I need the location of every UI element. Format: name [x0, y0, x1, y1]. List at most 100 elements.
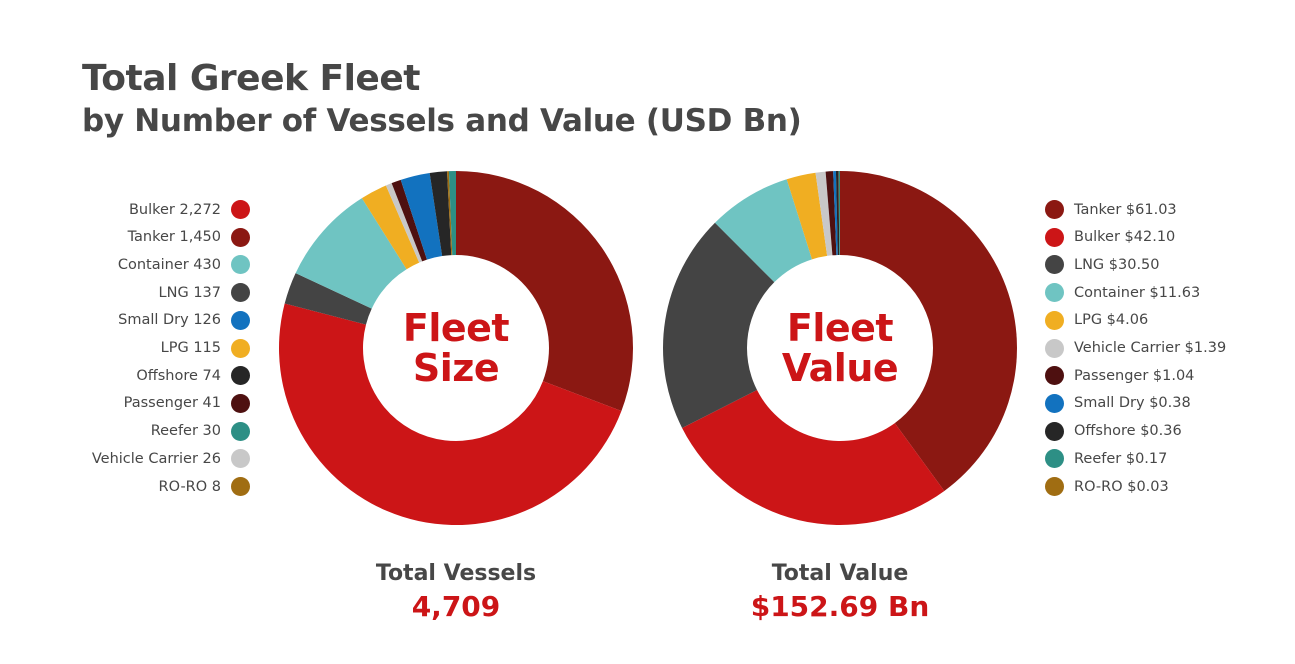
fleet-value-legend-item-reefer: Reefer $0.17 — [1045, 448, 1168, 469]
fleet-value-legend-label-tanker: Tanker $61.03 — [1074, 201, 1177, 218]
fleet-value-legend-label-container: Container $11.63 — [1074, 284, 1201, 301]
fleet-value-slice-vehicle-carrier — [815, 171, 833, 256]
fleet-size-legend-item-lpg: LPG 115 — [161, 338, 250, 358]
fleet-value-legend-item-container: Container $11.63 — [1045, 282, 1201, 303]
fleet-value-legend-item-vehicle-carrier: Vehicle Carrier $1.39 — [1045, 338, 1226, 358]
fleet-size-center-line-2: Size — [412, 346, 500, 390]
fleet-value-legend-label-lng: LNG $30.50 — [1074, 256, 1160, 273]
fleet-size-legend-swatch-lpg — [231, 338, 250, 358]
fleet-value-legend-label-reefer: Reefer $0.17 — [1074, 450, 1168, 467]
fleet-size-slice-small-dry — [400, 172, 443, 260]
total-vessels-value: 4,709 — [411, 590, 501, 623]
fleet-value-legend-swatch-small-dry — [1045, 393, 1064, 413]
fleet-value-legend-label-lpg: LPG $4.06 — [1074, 312, 1149, 329]
fleet-size-slice-container — [295, 198, 407, 309]
fleet-size-legend-swatch-container — [231, 255, 250, 275]
fleet-size-slice-offshore — [429, 171, 452, 257]
fleet-value-center-line-1: Fleet — [786, 306, 894, 350]
fleet-value-legend-label-vehicle-carrier: Vehicle Carrier $1.39 — [1074, 340, 1227, 356]
fleet-size-legend-swatch-reefer — [231, 421, 250, 441]
fleet-value-legend-label-offshore: Offshore $0.36 — [1074, 423, 1182, 440]
fleet-value-legend-swatch-lpg — [1045, 310, 1064, 330]
fleet-size-legend-item-reefer: Reefer 30 — [151, 421, 250, 441]
fleet-size-legend-swatch-offshore — [231, 366, 250, 386]
fleet-size-slice-tanker — [456, 171, 633, 412]
fleet-value-slice-small-dry — [833, 171, 838, 256]
fleet-value-legend-swatch-ro-ro — [1045, 477, 1064, 496]
fleet-value-slice-ro-ro — [838, 171, 840, 256]
fleet-size-legend-label-bulker: Bulker 2,272 — [128, 201, 221, 218]
fleet-size-legend-swatch-passenger — [231, 393, 250, 413]
fleet-value-donut-chart — [663, 171, 1017, 525]
fleet-value-legend-swatch-reefer — [1045, 449, 1064, 469]
fleet-size-legend-label-lpg: LPG 115 — [160, 340, 221, 356]
fleet-size-legend-item-passenger: Passenger 41 — [124, 393, 250, 413]
fleet-value-legend-swatch-vehicle-carrier — [1045, 338, 1064, 358]
fleet-value-legend-item-lng: LNG $30.50 — [1045, 254, 1160, 275]
fleet-value-center-label: Fleet Value — [740, 308, 940, 388]
fleet-value-legend-swatch-offshore — [1045, 421, 1064, 441]
total-value-label: Total Value — [771, 561, 909, 586]
fleet-value-legend-item-lpg: LPG $4.06 — [1045, 310, 1148, 330]
fleet-value-legend-swatch-bulker — [1045, 227, 1064, 247]
fleet-size-legend-item-offshore: Offshore 74 — [136, 365, 250, 386]
fleet-size-legend-swatch-vehicle-carrier — [231, 449, 250, 469]
fleet-size-legend-label-passenger: Passenger 41 — [123, 395, 221, 412]
fleet-size-legend-swatch-bulker — [231, 200, 250, 219]
fleet-value-legend-item-passenger: Passenger $1.04 — [1045, 365, 1195, 386]
fleet-size-legend-item-container: Container 430 — [117, 254, 250, 275]
fleet-size-legend-label-container: Container 430 — [117, 256, 221, 273]
fleet-size-legend-item-bulker: Bulker 2,272 — [129, 199, 250, 219]
fleet-size-slice-ro-ro — [447, 171, 453, 256]
fleet-value-legend-label-small-dry: Small Dry $0.38 — [1074, 395, 1191, 412]
fleet-value-slice-reefer — [838, 171, 840, 256]
fleet-size-legend-item-tanker: Tanker 1,450 — [128, 227, 250, 247]
fleet-value-center-line-2: Value — [781, 346, 899, 390]
fleet-size-legend-item-small-dry: Small Dry 126 — [118, 310, 250, 330]
fleet-size-slice-passenger — [391, 179, 427, 262]
fleet-size-slice-vehicle-carrier — [385, 183, 423, 263]
fleet-value-legend-item-ro-ro: RO-RO $0.03 — [1045, 476, 1169, 496]
fleet-value-slice-container — [714, 179, 813, 283]
fleet-value-slice-lng — [663, 222, 775, 428]
fleet-value-legend-label-bulker: Bulker $42.10 — [1074, 229, 1176, 246]
fleet-size-legend-swatch-tanker — [231, 227, 250, 247]
fleet-size-legend-label-tanker: Tanker 1,450 — [127, 229, 221, 246]
fleet-value-legend-swatch-container — [1045, 283, 1064, 303]
fleet-value-legend-label-ro-ro: RO-RO $0.03 — [1074, 478, 1169, 495]
fleet-size-legend-label-lng: LNG 137 — [158, 284, 221, 301]
fleet-value-legend-item-tanker: Tanker $61.03 — [1045, 199, 1177, 219]
fleet-size-legend-label-ro-ro: RO-RO 8 — [158, 478, 221, 495]
fleet-size-slice-lng — [284, 273, 372, 325]
fleet-size-slice-bulker — [279, 303, 622, 525]
fleet-size-legend-item-lng: LNG 137 — [158, 282, 250, 303]
fleet-value-slice-lpg — [786, 172, 828, 260]
fleet-size-center-line-1: Fleet — [402, 306, 510, 350]
fleet-value-slice-offshore — [835, 171, 840, 256]
total-value-value: $152.69 Bn — [750, 590, 930, 623]
fleet-value-legend-item-offshore: Offshore $0.36 — [1045, 421, 1182, 441]
fleet-value-legend-swatch-lng — [1045, 255, 1064, 275]
fleet-size-legend-item-vehicle-carrier: Vehicle Carrier 26 — [91, 448, 250, 469]
fleet-size-slice-lpg — [361, 185, 420, 270]
fleet-size-legend-swatch-lng — [231, 283, 250, 303]
fleet-value-legend-item-bulker: Bulker $42.10 — [1045, 227, 1175, 247]
fleet-size-legend-swatch-small-dry — [231, 310, 250, 330]
fleet-value-legend-swatch-passenger — [1045, 366, 1064, 386]
fleet-size-slice-reefer — [448, 171, 456, 256]
fleet-value-slice-tanker — [840, 171, 1017, 491]
fleet-size-legend-item-ro-ro: RO-RO 8 — [159, 476, 250, 496]
fleet-size-legend-label-reefer: Reefer 30 — [150, 423, 221, 440]
fleet-value-slice-bulker — [682, 390, 945, 525]
fleet-size-legend-label-vehicle-carrier: Vehicle Carrier 26 — [91, 450, 221, 467]
fleet-value-slice-passenger — [825, 171, 837, 256]
fleet-size-legend-label-offshore: Offshore 74 — [136, 367, 221, 384]
fleet-size-donut-chart — [279, 171, 633, 525]
chart-title: Total Greek Fleet — [82, 58, 420, 99]
fleet-value-legend-label-passenger: Passenger $1.04 — [1074, 367, 1195, 384]
chart-subtitle: by Number of Vessels and Value (USD Bn) — [82, 103, 802, 139]
fleet-size-legend-swatch-ro-ro — [231, 477, 250, 496]
total-vessels-label: Total Vessels — [375, 561, 537, 586]
fleet-value-legend-item-small-dry: Small Dry $0.38 — [1045, 393, 1191, 413]
fleet-value-legend-swatch-tanker — [1045, 200, 1064, 219]
